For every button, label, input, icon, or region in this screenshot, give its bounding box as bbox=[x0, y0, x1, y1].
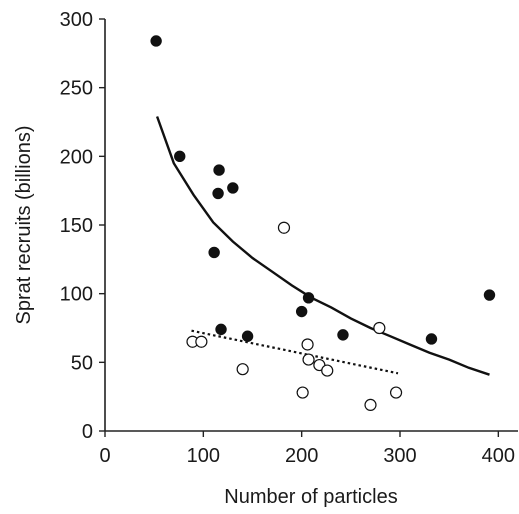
data-point-filled bbox=[241, 330, 254, 342]
x-tick-label: 0 bbox=[99, 445, 110, 467]
data-point-open bbox=[301, 338, 314, 351]
y-tick-label: 150 bbox=[60, 215, 93, 237]
data-point-filled bbox=[212, 187, 224, 200]
data-point-open bbox=[296, 386, 309, 399]
fit-line-series-1 bbox=[155, 116, 490, 376]
data-point-filled bbox=[425, 333, 438, 345]
y-tick-label: 0 bbox=[82, 421, 93, 443]
tick-labels: 0 50 100 150 200 250 300 0 100 200 300 400 bbox=[60, 9, 515, 467]
data-point-open bbox=[302, 353, 315, 366]
y-axis-title: Sprat recruits (billions) bbox=[13, 126, 35, 325]
fit-lines bbox=[155, 116, 490, 376]
y-tick-label: 300 bbox=[60, 9, 93, 31]
axes bbox=[104, 19, 518, 432]
data-point-filled bbox=[302, 292, 315, 304]
tick-marks bbox=[99, 18, 500, 437]
data-point-open bbox=[236, 363, 249, 376]
y-tick-label: 100 bbox=[60, 284, 93, 306]
data-point-open bbox=[364, 398, 377, 412]
data-point-filled bbox=[295, 305, 308, 318]
data-point-filled bbox=[150, 35, 162, 47]
data-points bbox=[150, 35, 496, 412]
x-tick-label: 200 bbox=[285, 445, 318, 467]
data-point-filled bbox=[213, 164, 225, 176]
data-point-open bbox=[373, 321, 386, 335]
data-point-filled bbox=[215, 323, 227, 336]
data-point-filled bbox=[208, 246, 220, 259]
data-point-filled bbox=[483, 289, 496, 301]
y-tick-label: 200 bbox=[60, 146, 93, 168]
data-point-open bbox=[389, 386, 403, 399]
data-point-open bbox=[321, 364, 334, 377]
y-tick-label: 50 bbox=[71, 352, 93, 374]
fit-line-series-2 bbox=[191, 329, 399, 375]
x-tick-label: 100 bbox=[187, 445, 220, 467]
data-point-filled bbox=[174, 150, 186, 163]
y-tick-label: 250 bbox=[60, 78, 93, 100]
x-axis-title: Number of particles bbox=[224, 486, 397, 508]
data-point-filled bbox=[227, 182, 239, 194]
x-tick-label: 300 bbox=[383, 445, 416, 467]
x-tick-label: 400 bbox=[482, 445, 515, 467]
data-point-filled bbox=[337, 329, 349, 341]
data-point-open bbox=[277, 221, 291, 234]
data-point-open bbox=[195, 335, 208, 348]
